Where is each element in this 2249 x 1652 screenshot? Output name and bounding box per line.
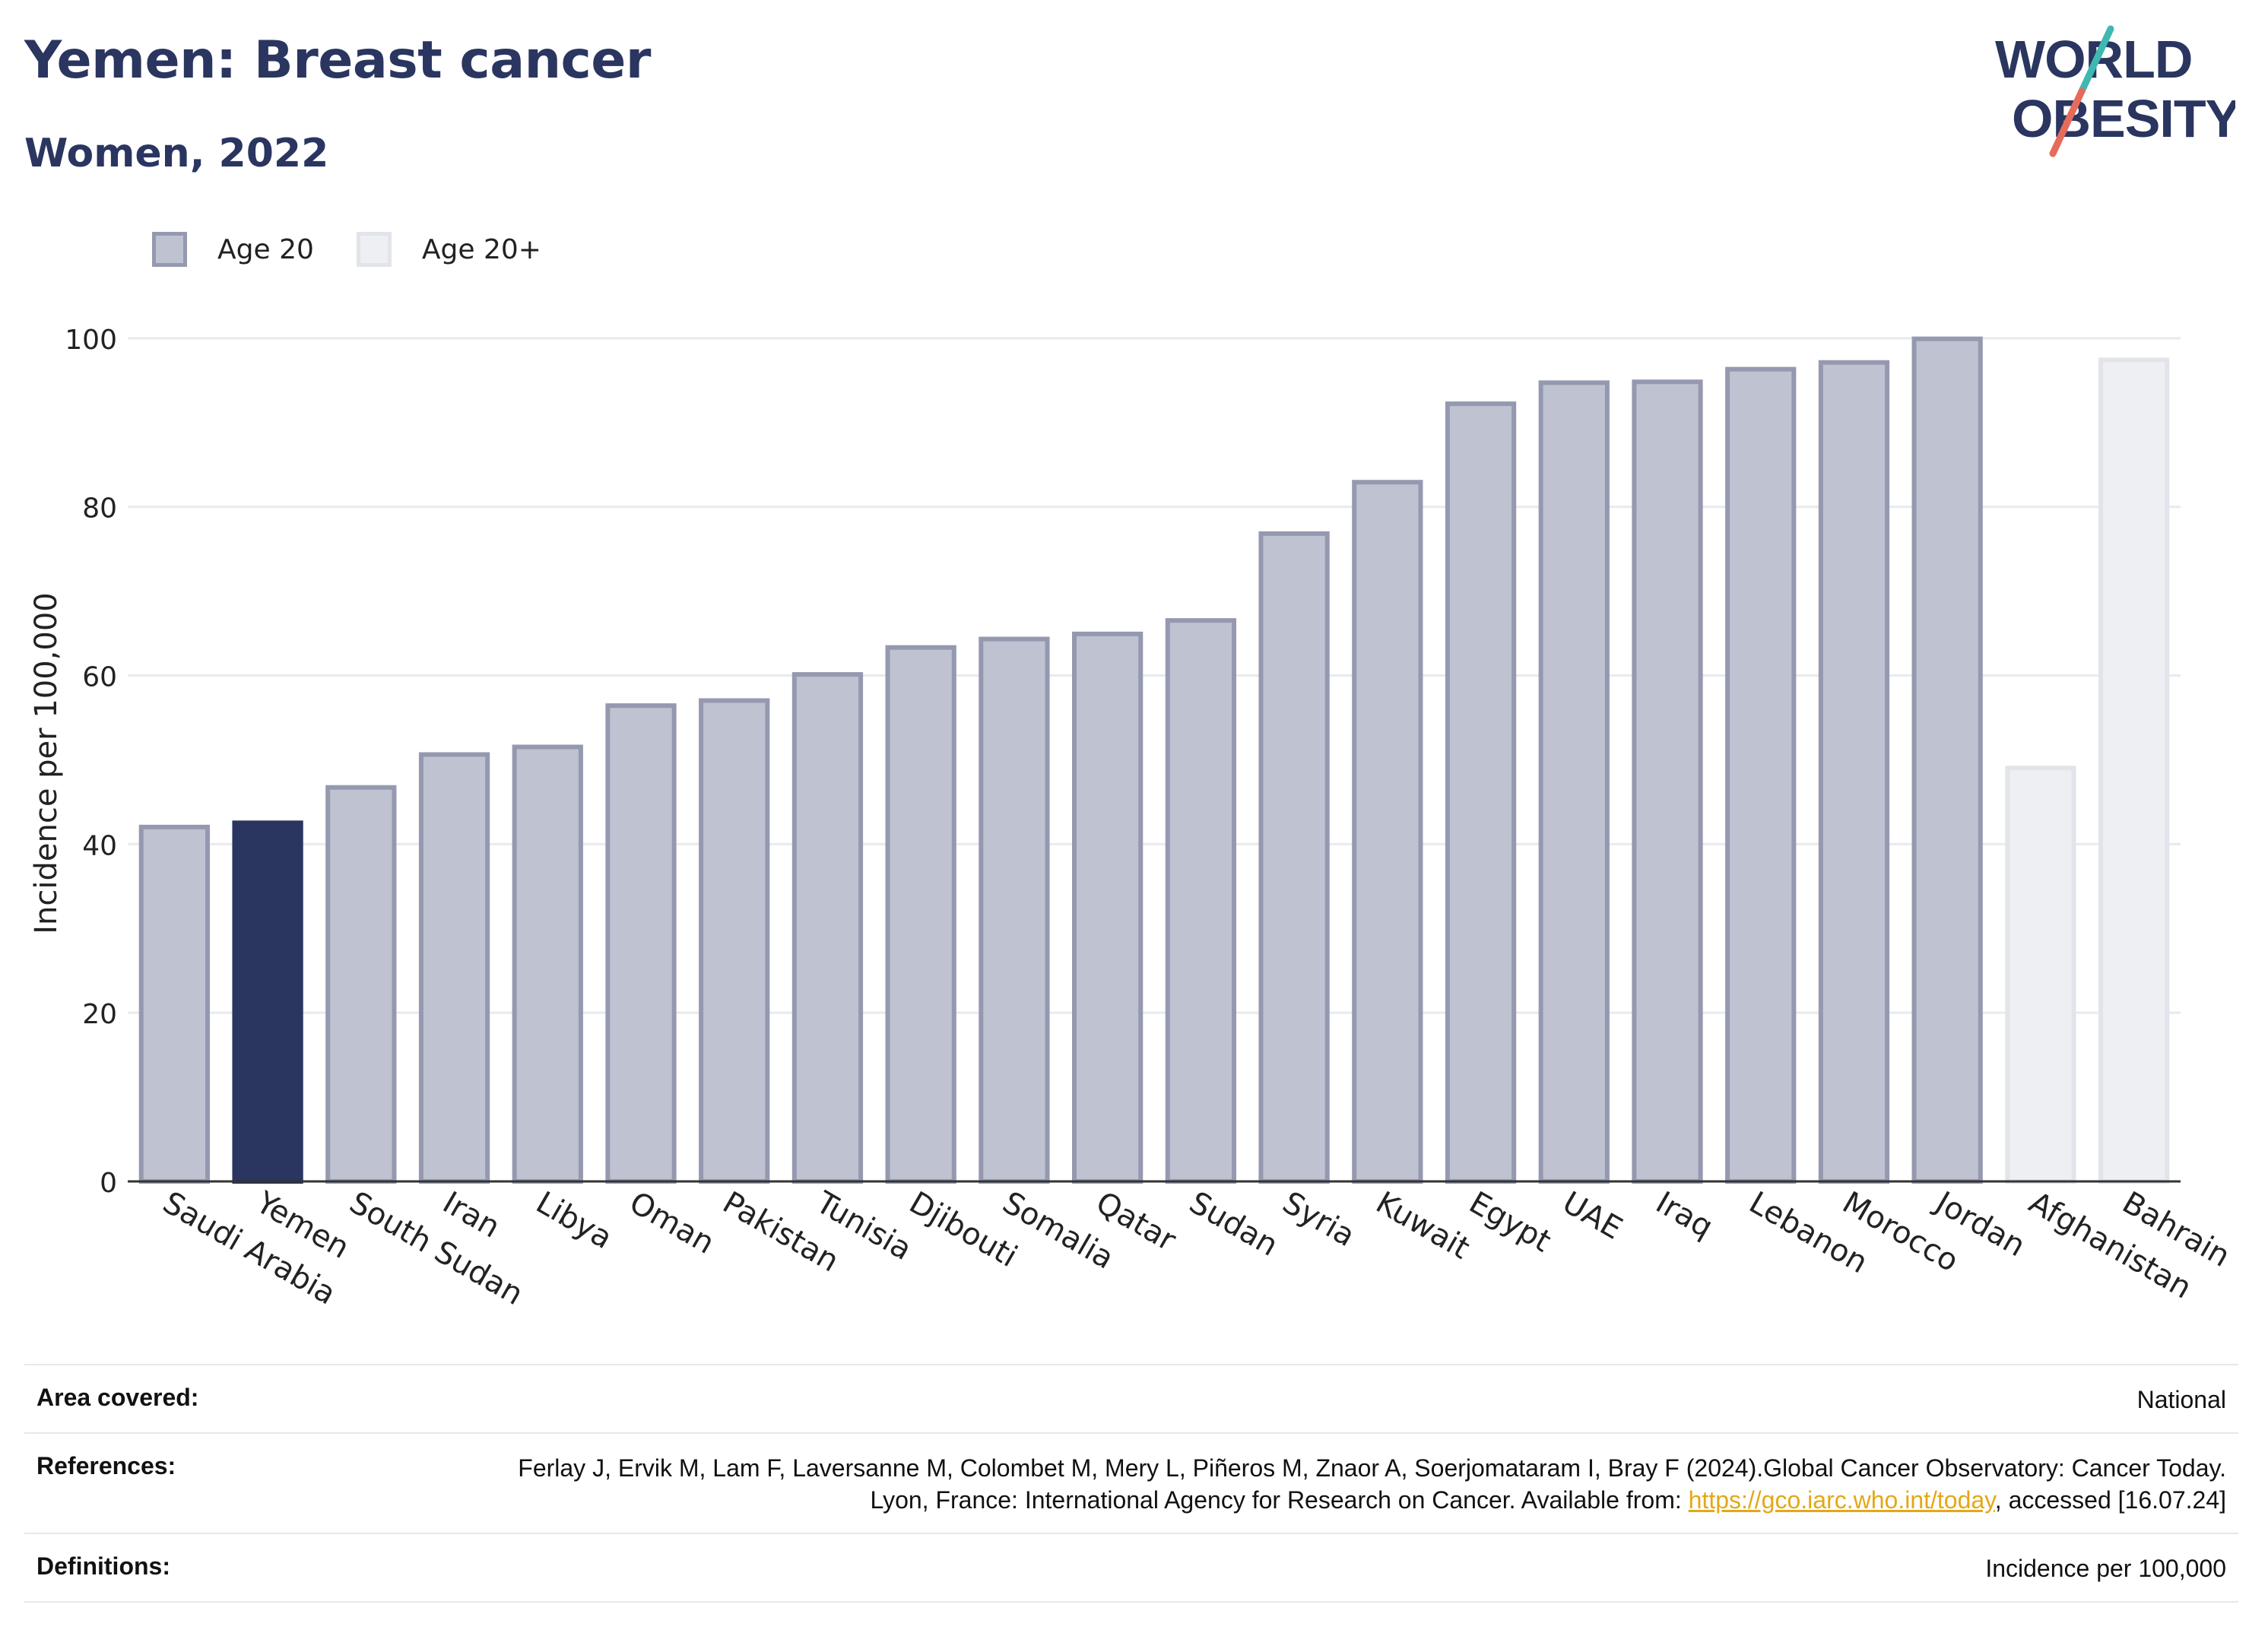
bar-oman[interactable] bbox=[605, 703, 677, 1184]
bar-somalia[interactable] bbox=[979, 636, 1050, 1184]
bar-jordan[interactable] bbox=[1911, 336, 1983, 1184]
bar-qatar[interactable] bbox=[1072, 631, 1144, 1184]
x-tick-label: South Sudan bbox=[344, 1185, 529, 1312]
x-tick-label: Syria bbox=[1277, 1185, 1361, 1254]
page-title: Yemen: Breast cancer bbox=[24, 30, 651, 90]
x-tick-label: Sudan bbox=[1183, 1185, 1283, 1264]
bar-saudi-arabia[interactable] bbox=[138, 824, 211, 1184]
bar-south-sudan[interactable] bbox=[325, 785, 397, 1184]
bar-libya[interactable] bbox=[512, 744, 583, 1184]
page-subtitle: Women, 2022 bbox=[24, 131, 329, 176]
footer-row-area: Area covered: National bbox=[24, 1364, 2238, 1432]
area-covered-label: Area covered: bbox=[36, 1384, 199, 1411]
bar-egypt[interactable] bbox=[1445, 401, 1517, 1184]
legend-label-age-20: Age 20 bbox=[217, 233, 314, 265]
definitions-value: Incidence per 100,000 bbox=[1985, 1555, 2226, 1582]
legend-swatch-age-20 bbox=[152, 232, 187, 267]
y-tick-label: 40 bbox=[82, 830, 117, 861]
bar-pakistan[interactable] bbox=[699, 698, 770, 1184]
legend-item-age-20[interactable]: Age 20 bbox=[152, 232, 314, 267]
area-covered-value: National bbox=[2136, 1386, 2226, 1413]
logo-slash-teal bbox=[2078, 25, 2114, 95]
definitions-label: Definitions: bbox=[36, 1552, 170, 1580]
references-value: Ferlay J, Ervik M, Lam F, Laversanne M, … bbox=[477, 1452, 2226, 1516]
bar-uae[interactable] bbox=[1538, 380, 1610, 1184]
x-tick-label: Iraq bbox=[1650, 1185, 1719, 1245]
footer-row-references: References: Ferlay J, Ervik M, Lam F, La… bbox=[24, 1432, 2238, 1533]
y-tick-label: 20 bbox=[82, 999, 117, 1030]
footer-table: Area covered: National References: Ferla… bbox=[24, 1364, 2238, 1603]
x-tick-label: Libya bbox=[530, 1185, 618, 1256]
references-text: Ferlay J, Ervik M, Lam F, Laversanne M, … bbox=[518, 1454, 2226, 1514]
x-tick-label: Kuwait bbox=[1370, 1185, 1476, 1267]
chart-legend: Age 20 Age 20+ bbox=[152, 227, 584, 272]
logo-line-2: OBESITY bbox=[2012, 89, 2235, 148]
bar-djibouti[interactable] bbox=[885, 645, 956, 1184]
legend-label-age-20-plus: Age 20+ bbox=[421, 233, 541, 265]
bar-kuwait[interactable] bbox=[1352, 480, 1423, 1184]
references-tail: , accessed [16.07.24] bbox=[1994, 1486, 2226, 1514]
bar-bahrain[interactable] bbox=[2098, 357, 2170, 1184]
bar-iran[interactable] bbox=[418, 752, 490, 1184]
bar-afghanistan[interactable] bbox=[2005, 766, 2076, 1184]
legend-item-age-20-plus[interactable]: Age 20+ bbox=[356, 232, 541, 267]
bar-yemen[interactable] bbox=[232, 820, 303, 1184]
y-tick-label: 100 bbox=[65, 325, 117, 356]
bar-syria[interactable] bbox=[1258, 531, 1330, 1184]
y-tick-label: 0 bbox=[100, 1168, 117, 1199]
x-tick-label: Egypt bbox=[1464, 1185, 1557, 1260]
bar-sudan[interactable] bbox=[1165, 618, 1237, 1184]
logo-slash-coral bbox=[2049, 87, 2086, 157]
references-link[interactable]: https://gco.iarc.who.int/today bbox=[1688, 1486, 1995, 1514]
x-tick-label: UAE bbox=[1556, 1185, 1628, 1247]
bar-tunisia[interactable] bbox=[791, 672, 864, 1184]
bar-layer bbox=[138, 336, 2170, 1184]
bar-morocco[interactable] bbox=[1818, 360, 1890, 1184]
world-obesity-logo: WORLD OBESITY bbox=[1995, 25, 2235, 157]
footer-row-definitions: Definitions: Incidence per 100,000 bbox=[24, 1533, 2238, 1603]
y-axis-label: Incidence per 100,000 bbox=[29, 592, 64, 934]
x-tick-label: Djibouti bbox=[903, 1185, 1023, 1274]
y-tick-label: 60 bbox=[82, 662, 117, 693]
y-tick-label: 80 bbox=[82, 493, 117, 525]
references-label: References: bbox=[36, 1452, 176, 1479]
legend-swatch-age-20-plus bbox=[356, 232, 392, 267]
bar-iraq[interactable] bbox=[1632, 379, 1703, 1184]
x-tick-label: Oman bbox=[623, 1185, 720, 1261]
bar-lebanon[interactable] bbox=[1725, 366, 1797, 1184]
